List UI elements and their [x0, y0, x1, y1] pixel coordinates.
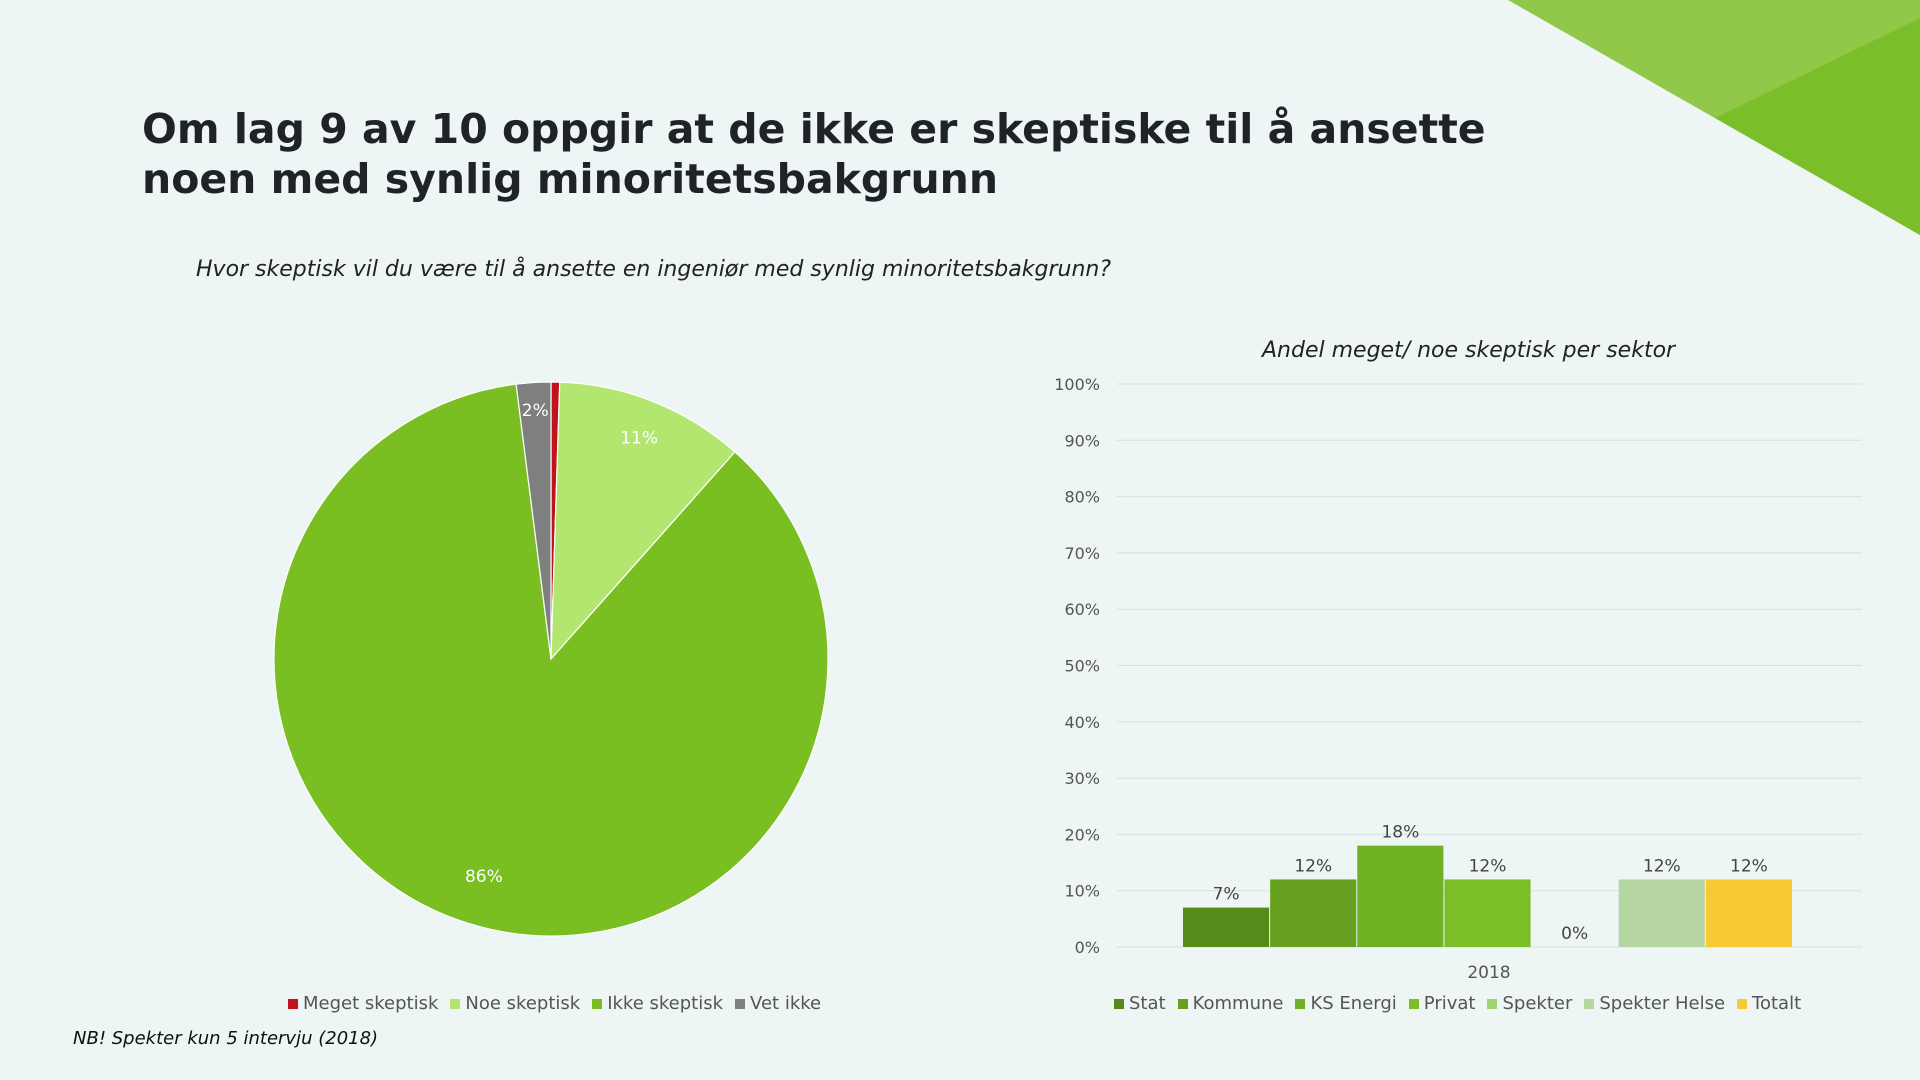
- legend-label: Stat: [1129, 993, 1166, 1014]
- legend-swatch: [1177, 998, 1188, 1009]
- legend-label: Spekter: [1502, 993, 1573, 1014]
- bar-label-totalt: 12%: [1730, 856, 1768, 876]
- pie-label-ikke-skeptisk: 86%: [465, 867, 503, 887]
- bar-chart-title: Andel meget/ noe skeptisk per sektor: [1262, 338, 1676, 363]
- legend-swatch: [288, 998, 298, 1009]
- y-tick-label: 30%: [1064, 769, 1100, 788]
- bar-legend: Stat Kommune KS Energi Privat Spekter Spekter…: [1114, 993, 1813, 1014]
- legend-swatch: [1584, 998, 1595, 1009]
- decor-triangle-dark: [1715, 18, 1920, 235]
- bar-legend-item-stat: Stat: [1114, 993, 1166, 1014]
- y-tick-label: 0%: [1075, 938, 1100, 957]
- page-title: Om lag 9 av 10 oppgir at de ikke er skep…: [142, 105, 1486, 203]
- legend-swatch: [592, 998, 603, 1009]
- legend-swatch: [1295, 998, 1306, 1009]
- pie-legend-item-noe-skeptisk: Noe skeptisk: [450, 993, 580, 1014]
- bar-label-kommune: 12%: [1294, 856, 1332, 876]
- bar-kommune: [1270, 879, 1357, 947]
- pie-slice-noe-skeptisk: [550, 381, 736, 661]
- bar-legend-item-spekter: Spekter: [1487, 993, 1572, 1014]
- y-tick-label: 50%: [1064, 657, 1100, 676]
- y-tick-label: 100%: [1054, 375, 1100, 394]
- legend-label: Meget skeptisk: [303, 993, 439, 1014]
- legend-label: Totalt: [1752, 993, 1802, 1014]
- bar-label-stat: 7%: [1213, 885, 1240, 905]
- legend-label: Ikke skeptisk: [607, 993, 724, 1014]
- pie-legend-item-vet-ikke: Vet ikke: [735, 993, 821, 1014]
- y-tick-label: 60%: [1064, 600, 1100, 619]
- y-tick-label: 70%: [1064, 544, 1100, 563]
- legend-swatch: [1487, 998, 1498, 1009]
- bar-label-spekter-helse: 12%: [1643, 856, 1681, 876]
- pie-label-vet-ikke: 2%: [522, 401, 549, 421]
- legend-label: Vet ikke: [750, 993, 822, 1014]
- bar-legend-item-totalt: Totalt: [1737, 993, 1801, 1014]
- legend-label: KS Energi: [1310, 993, 1397, 1014]
- bar-spekter-helse: [1618, 879, 1705, 947]
- y-tick-label: 40%: [1064, 713, 1100, 732]
- legend-swatch: [735, 998, 746, 1009]
- bar-privat: [1444, 879, 1531, 947]
- legend-label: Kommune: [1192, 993, 1284, 1014]
- bar-legend-item-kommune: Kommune: [1177, 993, 1284, 1014]
- legend-swatch: [1114, 998, 1124, 1009]
- y-tick-label: 20%: [1064, 825, 1100, 844]
- legend-swatch: [1737, 998, 1748, 1009]
- bar-label-privat: 12%: [1469, 856, 1507, 876]
- survey-question: Hvor skeptisk vil du være til å ansette …: [196, 257, 1112, 282]
- y-tick-label: 80%: [1064, 488, 1100, 507]
- bar-label-spekter: 0%: [1561, 924, 1588, 944]
- pie-legend-item-ikke-skeptisk: Ikke skeptisk: [592, 993, 723, 1014]
- legend-swatch: [450, 998, 461, 1009]
- x-category-label: 2018: [1467, 963, 1510, 983]
- pie-slice-ikke-skeptisk: [273, 383, 829, 937]
- legend-swatch: [1408, 998, 1419, 1009]
- bar-stat: [1183, 907, 1270, 947]
- legend-label: Privat: [1423, 993, 1476, 1014]
- pie-legend: Meget skeptisk Noe skeptisk Ikke skeptisk V…: [288, 993, 833, 1014]
- y-tick-label: 90%: [1064, 431, 1100, 450]
- bar-totalt: [1705, 879, 1792, 947]
- legend-label: Noe skeptisk: [465, 993, 581, 1014]
- pie-slice-vet-ikke: [515, 381, 552, 660]
- decor-triangle-light: [1508, 0, 1920, 235]
- bar-legend-item-ks-energi: KS Energi: [1295, 993, 1397, 1014]
- y-tick-label: 10%: [1064, 882, 1100, 901]
- pie-label-noe-skeptisk: 11%: [620, 429, 658, 449]
- bar-legend-item-spekter-helse: Spekter Helse: [1584, 993, 1725, 1014]
- bar-ks-energi: [1357, 845, 1444, 947]
- footnote: NB! Spekter kun 5 intervju (2018): [73, 1028, 379, 1049]
- legend-label: Spekter Helse: [1599, 993, 1726, 1014]
- bar-legend-item-privat: Privat: [1408, 993, 1476, 1014]
- pie-legend-item-meget-skeptisk: Meget skeptisk: [288, 993, 438, 1014]
- bar-label-ks-energi: 18%: [1381, 823, 1419, 843]
